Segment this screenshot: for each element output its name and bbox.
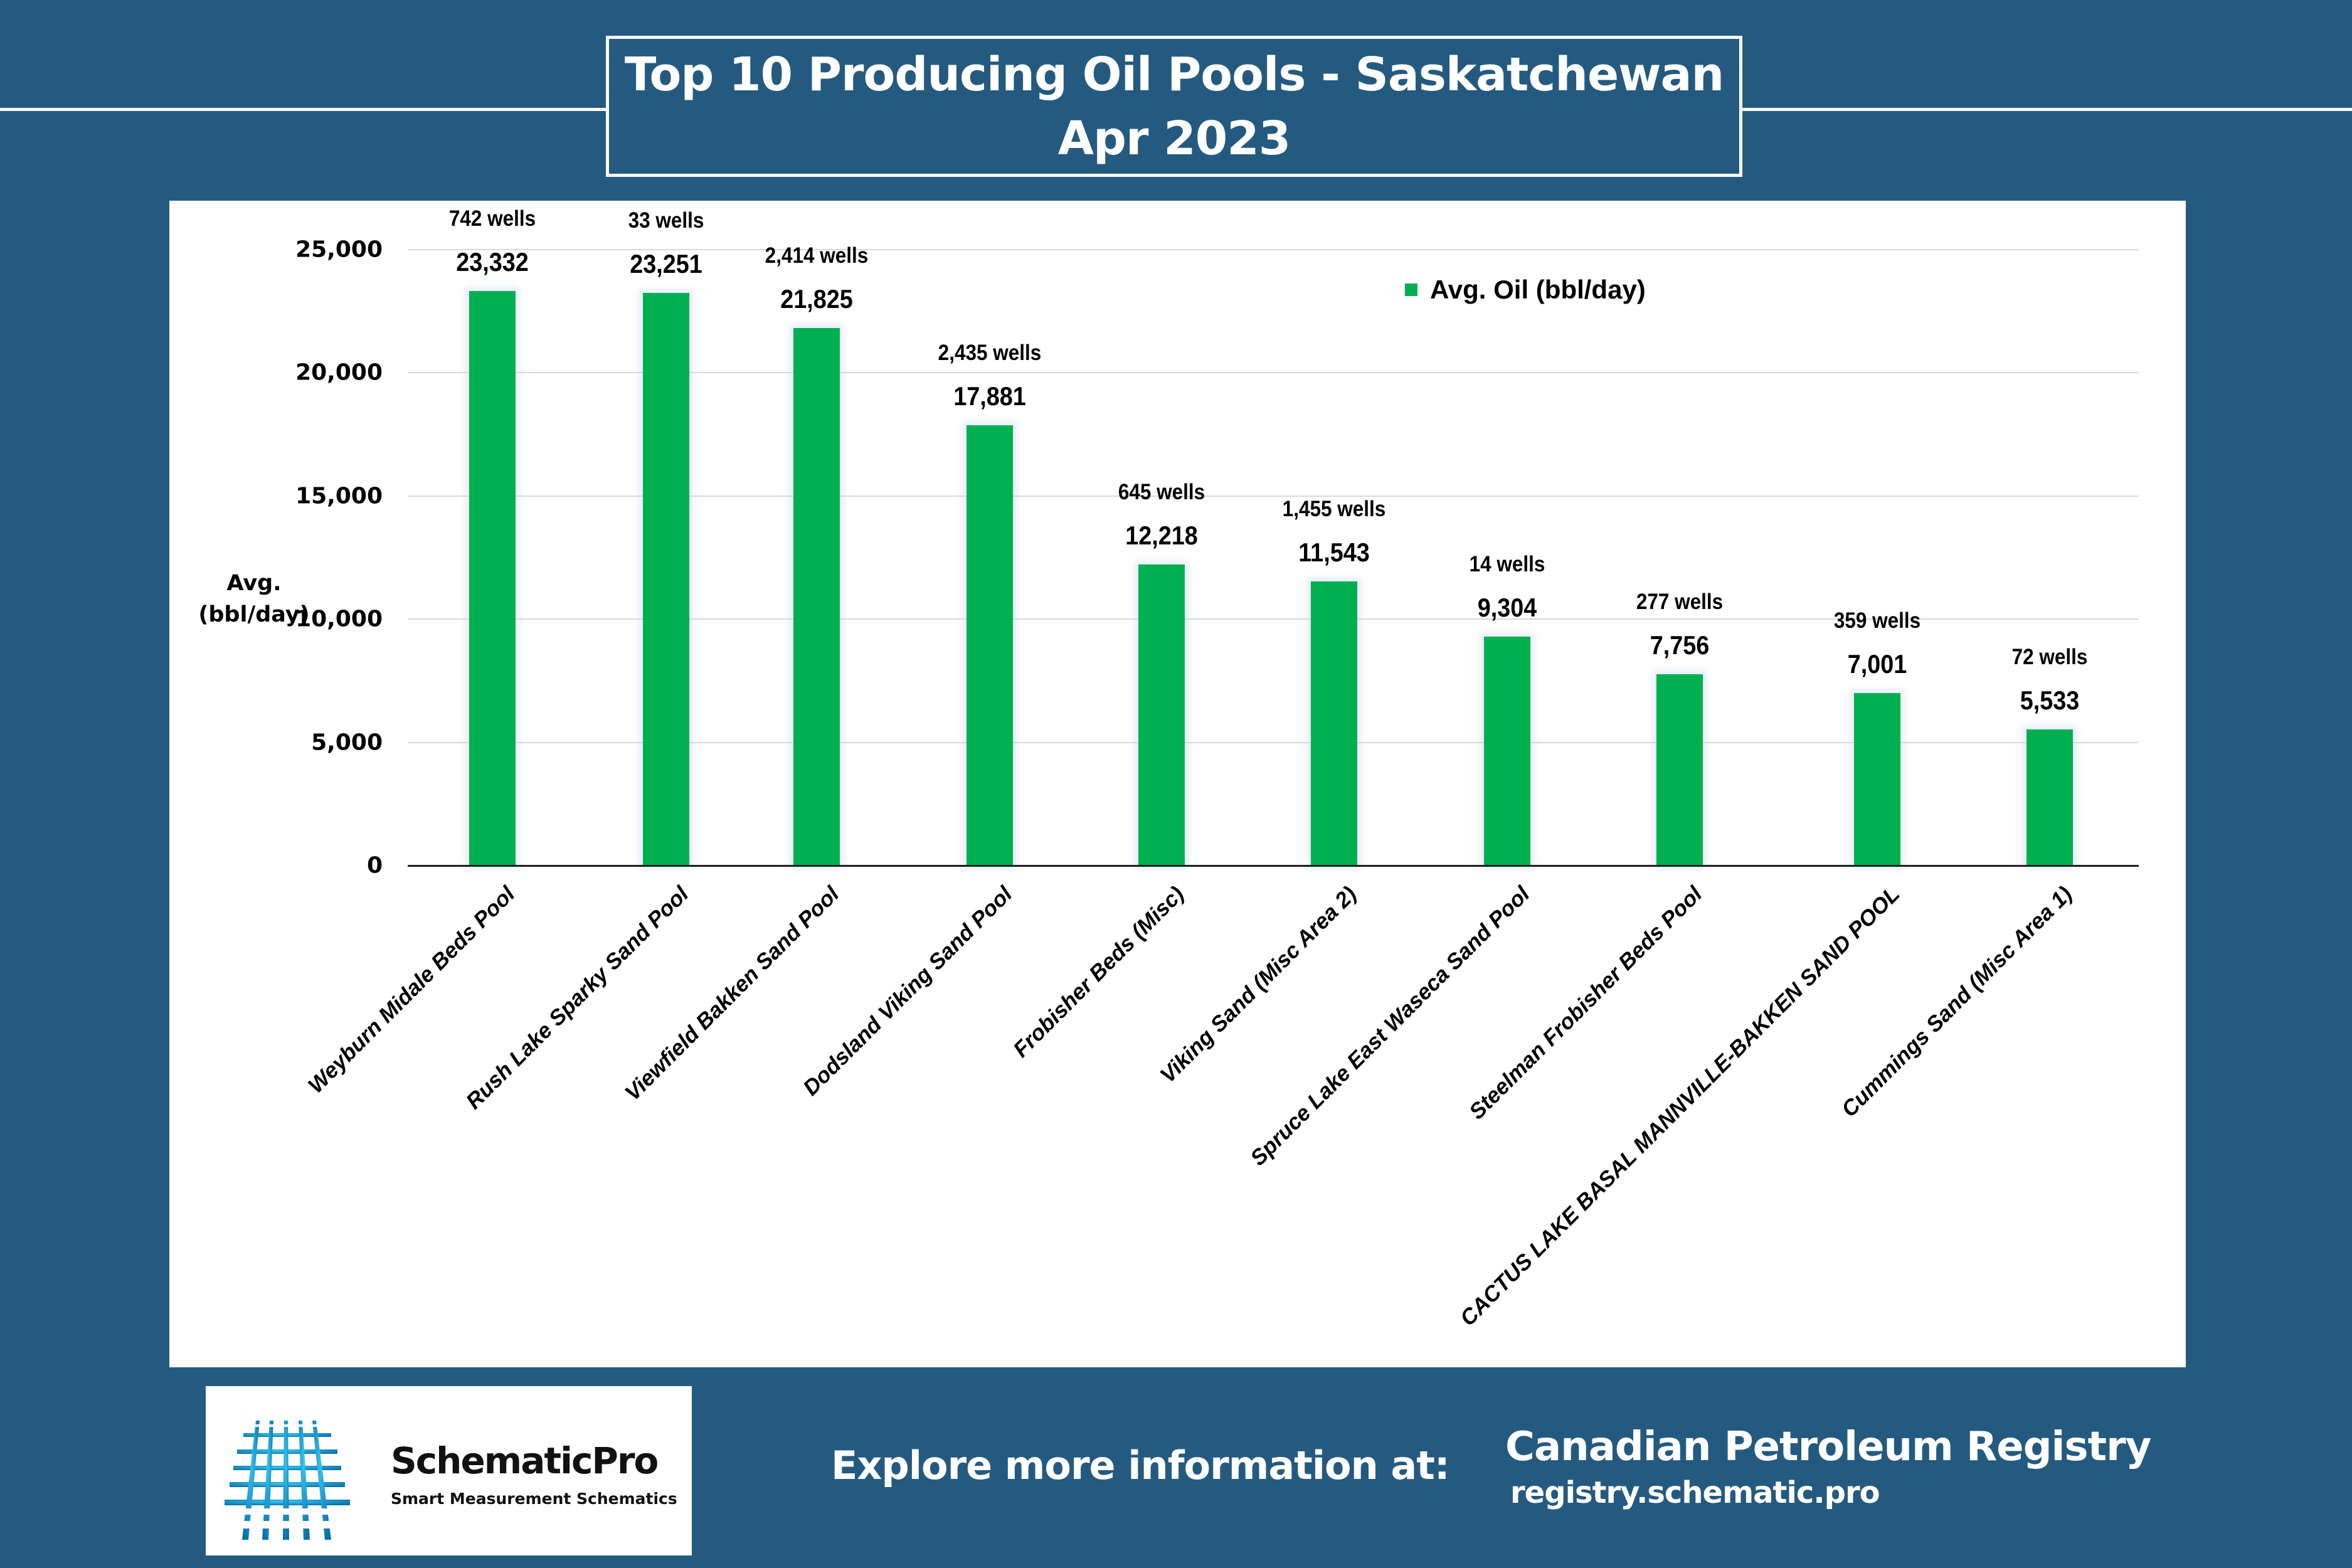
chart-title-box: Top 10 Producing Oil Pools - Saskatchewa… xyxy=(606,36,1742,177)
bar[interactable] xyxy=(2026,729,2073,866)
grid-logo-icon xyxy=(225,1421,375,1540)
bar-value-label: 7,756 xyxy=(1650,630,1710,660)
legend-label: Avg. Oil (bbl/day) xyxy=(1430,275,1646,304)
y-axis-label: Avg. (bbl/day) xyxy=(182,568,326,630)
bar[interactable] xyxy=(1656,674,1703,866)
well-count-label: 645 wells xyxy=(1118,480,1205,505)
bar-value-label: 21,825 xyxy=(780,283,853,314)
well-count-label: 72 wells xyxy=(2011,644,2088,669)
x-category-label: Dodsland Viking Sand Pool xyxy=(798,881,1017,1101)
x-category-label: Spruce Lake East Waseca Sand Pool xyxy=(1246,881,1535,1171)
x-category-label: Weyburn Midale Beds Pool xyxy=(303,881,520,1098)
well-count-label: 359 wells xyxy=(1833,608,1921,633)
well-count-label: 2,414 wells xyxy=(765,243,869,268)
y-tick-label: 5,000 xyxy=(311,729,383,756)
bar-value-label: 5,533 xyxy=(2020,685,2080,715)
y-tick-label: 25,000 xyxy=(295,236,383,263)
logo-wordmark: SchematicPro xyxy=(391,1439,659,1482)
bar[interactable] xyxy=(967,425,1013,866)
legend: Avg. Oil (bbl/day) xyxy=(1405,271,1646,309)
y-tick-label: 0 xyxy=(366,852,383,879)
gridline xyxy=(408,249,2139,250)
bar[interactable] xyxy=(1138,564,1185,866)
bar-value-label: 23,332 xyxy=(456,246,529,277)
bar[interactable] xyxy=(469,290,516,866)
y-axis-label-line2: (bbl/day) xyxy=(198,602,310,627)
bar-value-label: 9,304 xyxy=(1477,592,1537,622)
chart-title: Top 10 Producing Oil Pools - Saskatchewa… xyxy=(624,47,1724,102)
registry-link-url[interactable]: registry.schematic.pro xyxy=(1510,1475,1880,1510)
registry-link-title[interactable]: Canadian Petroleum Registry xyxy=(1505,1424,2151,1470)
gridline xyxy=(408,618,2139,620)
x-category-label: Frobisher Beds (Misc) xyxy=(1008,881,1189,1062)
explore-text: Explore more information at: xyxy=(831,1443,1450,1488)
header-rule-left xyxy=(0,108,606,111)
y-tick-label: 15,000 xyxy=(295,483,383,509)
well-count-label: 742 wells xyxy=(448,206,536,231)
bar[interactable] xyxy=(643,292,689,866)
bar[interactable] xyxy=(793,327,840,866)
bar[interactable] xyxy=(1854,693,1900,866)
y-tick-label: 10,000 xyxy=(295,606,383,632)
header-rule-right xyxy=(1742,108,2352,111)
well-count-label: 14 wells xyxy=(1469,551,1545,576)
well-count-label: 1,455 wells xyxy=(1282,496,1386,521)
bar-value-label: 11,543 xyxy=(1298,537,1370,567)
x-category-label: CACTUS LAKE BASAL MANNVILLE-BAKKEN SAND … xyxy=(1455,881,1905,1331)
bar-value-label: 12,218 xyxy=(1125,521,1198,551)
well-count-label: 33 wells xyxy=(628,208,704,233)
chart-subtitle-date: Apr 2023 xyxy=(1057,111,1291,166)
well-count-label: 2,435 wells xyxy=(938,340,1042,365)
x-category-label: Viking Sand (Misc Area 2) xyxy=(1155,881,1362,1088)
gridline xyxy=(408,372,2139,374)
bar-value-label: 17,881 xyxy=(953,381,1026,411)
schematicpro-logo[interactable]: SchematicPro Smart Measurement Schematic… xyxy=(206,1386,692,1555)
gridline xyxy=(408,495,2139,497)
x-axis-line xyxy=(408,865,2139,867)
y-tick-label: 20,000 xyxy=(295,359,383,386)
well-count-label: 277 wells xyxy=(1636,590,1724,615)
bar-value-label: 7,001 xyxy=(1847,649,1907,679)
gridline xyxy=(408,741,2139,743)
bar-value-label: 23,251 xyxy=(630,248,702,278)
chart-panel: 25,000 20,000 15,000 10,000 5,000 0 Avg. (bbl… xyxy=(169,201,2186,1367)
legend-swatch-icon xyxy=(1405,283,1417,296)
bar[interactable] xyxy=(1311,581,1357,866)
bar[interactable] xyxy=(1484,636,1530,866)
logo-tagline: Smart Measurement Schematics xyxy=(391,1490,677,1508)
y-axis-label-line1: Avg. xyxy=(226,571,282,596)
